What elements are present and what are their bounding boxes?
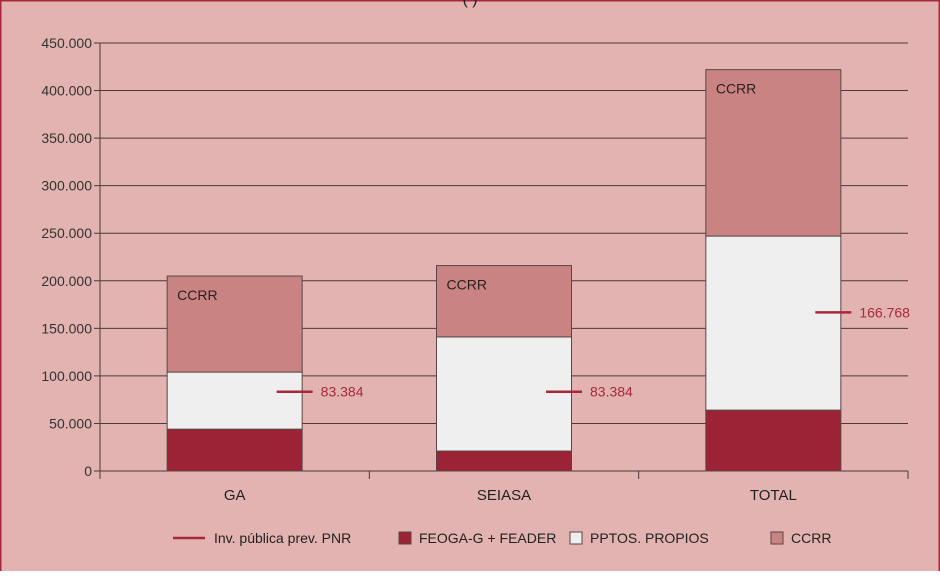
y-tick-label: 350.000	[41, 130, 92, 146]
reference-value-label: 83.384	[321, 384, 364, 400]
bar-segment-feoga-g-feader-seiasa	[437, 451, 572, 471]
y-tick-label: 400.000	[41, 83, 92, 99]
legend-box-swatch	[570, 532, 582, 544]
legend-box-swatch	[399, 532, 411, 544]
reference-value-label: 83.384	[590, 384, 633, 400]
y-tick-label: 300.000	[41, 178, 92, 194]
x-category-label: TOTAL	[750, 487, 797, 504]
x-category-label: SEIASA	[477, 487, 531, 504]
legend-label: PPTOS. PROPIOS	[590, 530, 709, 546]
y-tick-label: 200.000	[41, 273, 92, 289]
legend-label: CCRR	[791, 530, 831, 546]
bar-segment-feoga-g-feader-ga	[167, 429, 302, 471]
y-tick-label: 250.000	[41, 225, 92, 241]
reference-value-label: 166.768	[859, 304, 910, 320]
legend-label: FEOGA-G + FEADER	[419, 530, 556, 546]
y-tick-label: 100.000	[41, 368, 92, 384]
bar-segment-pptos-propios-ga	[167, 372, 302, 429]
chart-title-fragment: ( )	[462, 0, 477, 8]
legend-label: Inv. pública prev. PNR	[214, 530, 351, 546]
y-tick-label: 450.000	[41, 35, 92, 51]
bar-segment-feoga-g-feader-total	[706, 410, 841, 471]
y-tick-label: 150.000	[41, 320, 92, 336]
y-tick-label: 0	[84, 463, 92, 479]
bar-segment-pptos-propios-seiasa	[437, 337, 572, 451]
bar-segment-pptos-propios-total	[706, 236, 841, 410]
bar-segment-label: CCRR	[177, 287, 217, 303]
left-border	[0, 0, 2, 571]
legend-box-swatch	[771, 532, 783, 544]
y-tick-label: 50.000	[49, 415, 92, 431]
bar-segment-label: CCRR	[716, 81, 756, 97]
bar-segment-label: CCRR	[447, 277, 487, 293]
x-category-label: GA	[224, 487, 246, 504]
